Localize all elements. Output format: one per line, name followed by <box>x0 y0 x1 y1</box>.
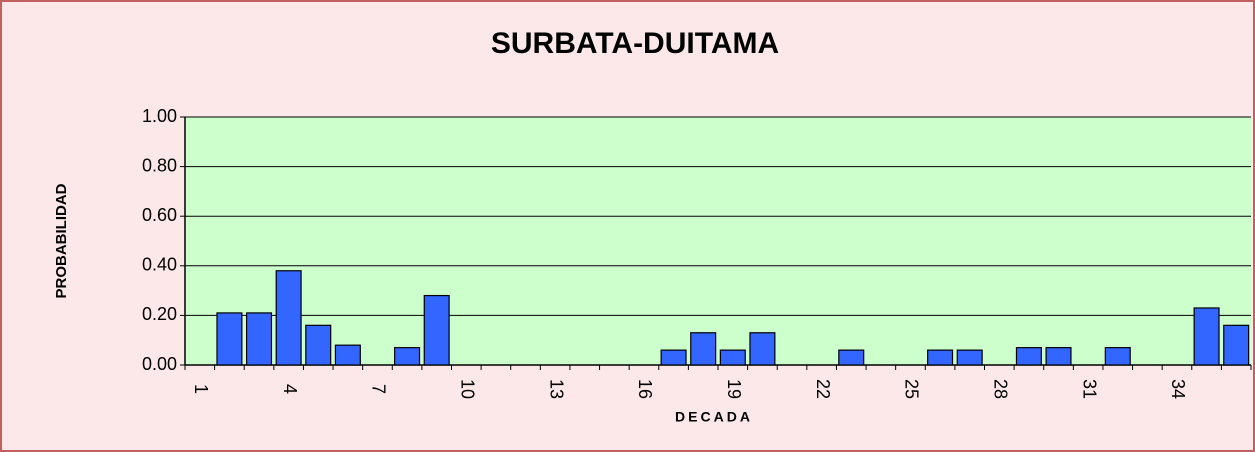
bar <box>749 332 776 366</box>
x-tick-label: 16 <box>635 379 655 399</box>
bar <box>1015 347 1042 366</box>
x-axis-label: DECADA <box>675 409 753 425</box>
bar <box>216 312 243 366</box>
y-tick-label: 0.20 <box>142 304 177 324</box>
bar <box>275 270 302 366</box>
bar <box>245 312 273 366</box>
plot-area <box>185 117 1251 365</box>
x-tick-label: 31 <box>1079 379 1099 399</box>
y-tick-label: 0.00 <box>142 354 177 374</box>
y-tick-label: 0.40 <box>142 255 177 275</box>
x-tick-label: 22 <box>813 379 833 399</box>
bar <box>660 349 687 366</box>
bar <box>1223 324 1250 366</box>
x-tick-label: 19 <box>724 379 744 399</box>
x-tick-label: 4 <box>280 384 300 394</box>
x-tick-label: 28 <box>991 379 1011 399</box>
bar <box>305 324 332 366</box>
bar <box>394 347 421 366</box>
y-tick-label: 0.80 <box>142 155 177 175</box>
bar <box>1193 307 1220 366</box>
y-tick-label: 0.60 <box>142 205 177 225</box>
y-axis-label: PROBABILIDAD <box>53 183 70 298</box>
bar <box>956 349 983 366</box>
bar <box>423 294 450 366</box>
x-tick-label: 7 <box>369 384 389 394</box>
bar <box>690 332 717 366</box>
chart-title: SURBATA-DUITAMA <box>491 27 779 60</box>
bar <box>334 344 361 366</box>
bar <box>719 349 746 366</box>
x-tick-label: 25 <box>902 379 922 399</box>
x-tick-label: 10 <box>458 379 478 399</box>
bar <box>1104 347 1131 366</box>
x-tick-label: 13 <box>546 379 566 399</box>
bar <box>927 349 954 366</box>
x-tick-label: 1 <box>191 384 211 394</box>
y-tick-label: 1.00 <box>142 106 177 126</box>
x-tick-label: 34 <box>1168 379 1188 399</box>
bar <box>1045 347 1072 366</box>
bar <box>838 349 865 366</box>
